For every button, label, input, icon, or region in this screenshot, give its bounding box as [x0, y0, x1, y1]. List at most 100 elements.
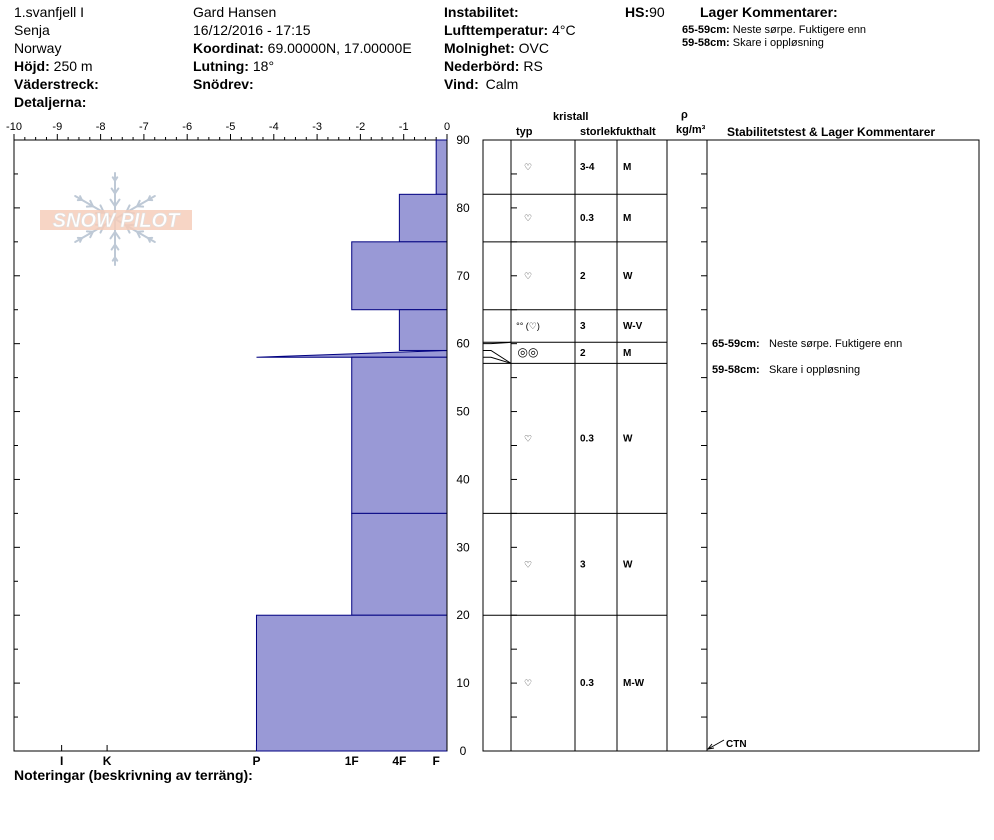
x-tick-label: -2 [356, 121, 366, 133]
layer-comments-title: Lager Kommentarer: [700, 4, 838, 20]
layer-connector [483, 349, 512, 364]
flake-branch [147, 237, 151, 243]
stability-marker-arrow [706, 743, 715, 750]
grain-symbol: ♡ [524, 162, 532, 172]
coordinates: Koordinat: 69.00000N, 17.00000E [193, 40, 412, 56]
flake-branch [109, 198, 116, 208]
hardness-label: F [433, 754, 440, 768]
col-header-density-unit: kg/m³ [676, 124, 706, 136]
y-tick-label: 80 [456, 201, 470, 215]
wind-label: Vind: [444, 76, 479, 92]
y-tick-label: 20 [456, 608, 470, 622]
x-tick-label: -3 [312, 121, 322, 133]
datetime: 16/12/2016 - 17:15 [193, 22, 311, 38]
slope-value: 18° [252, 58, 275, 74]
flake-branch [110, 243, 116, 251]
x-tick-label: -7 [139, 121, 149, 133]
hardness-label: K [103, 754, 112, 768]
x-tick-label: -6 [182, 121, 192, 133]
hardness-layer [398, 193, 448, 243]
wetness: W [623, 559, 633, 570]
coord-value: 69.00000N, 17.00000E [267, 40, 412, 56]
slope-label: Lutning: [193, 58, 249, 74]
sky-value: OVC [518, 40, 549, 56]
sky-cover: Molnighet: OVC [444, 40, 549, 56]
flake-branch [114, 230, 121, 240]
grain-symbol: °° (♡) [516, 321, 540, 331]
col-header-storlek: storlek [580, 126, 617, 138]
x-tick-label: -1 [399, 121, 409, 133]
y-tick-label: 60 [456, 337, 470, 351]
grain-size: 3-4 [580, 162, 595, 173]
hs-value: 90 [649, 4, 665, 20]
instability-label: Instabilitet: [444, 4, 519, 20]
stability-marker-line [707, 739, 725, 750]
grain-size: 0.3 [580, 433, 594, 444]
hardness-label: P [252, 754, 260, 768]
header-comment-text: Skare i oppløsning [732, 37, 824, 49]
header-comment-1: 65-59cm: Neste sørpe. Fuktigere enn [682, 24, 866, 37]
x-tick-label: -9 [52, 121, 62, 133]
hardness-layer [351, 512, 448, 616]
region: Senja [14, 22, 50, 38]
grain-symbol: ◎◎ [518, 345, 539, 359]
layer-connector [483, 356, 512, 364]
x-tick-label: -8 [96, 121, 106, 133]
hardness-profile [255, 139, 448, 752]
wetness: M [623, 162, 631, 173]
flake-branch [114, 187, 120, 195]
coord-label: Koordinat: [193, 40, 264, 56]
logo-text: SNOW PILOT [53, 210, 181, 232]
wetness: M [623, 213, 631, 224]
stability-test-label: CTN [726, 739, 747, 750]
hardness-label: I [60, 754, 63, 768]
flake-branch [111, 256, 116, 262]
layer-table-frame [482, 139, 980, 752]
flake-branch [114, 176, 119, 182]
grain-size: 3 [580, 559, 586, 570]
hardness-layer [255, 614, 448, 752]
col-header-kristall: kristall [553, 111, 589, 123]
sky-label: Molnighet: [444, 40, 515, 56]
wetness: W-V [623, 321, 643, 332]
y-tick-label: 30 [456, 540, 470, 554]
header-comment-text: Neste sørpe. Fuktigere enn [732, 24, 867, 36]
grain-symbol: ♡ [524, 271, 532, 281]
wind-value: Calm [485, 76, 519, 92]
grain-size: 3 [580, 321, 586, 332]
col-header-rho: ρ [681, 109, 688, 121]
precipitation: Nederbörd: RS [444, 58, 543, 74]
flake-branch [79, 195, 83, 201]
hs-label: HS: [625, 4, 650, 20]
header-comment-range: 65-59cm: [682, 24, 730, 36]
grain-symbol: ♡ [524, 559, 532, 569]
precip-label: Nederbörd: [444, 58, 520, 74]
col-header-stability: Stabilitetstest & Lager Kommentarer [727, 125, 936, 139]
flake-branch [109, 230, 116, 240]
grain-size: 0.3 [580, 678, 594, 689]
wetness: M-W [623, 678, 645, 689]
hardness-layer [351, 241, 448, 311]
notes-label: Noteringar (beskrivning av terräng): [14, 767, 253, 783]
hardness-layer [351, 356, 448, 514]
precip-value: RS [523, 58, 543, 74]
y-tick-label: 90 [456, 133, 470, 147]
layer-comment-range: 65-59cm: [712, 338, 760, 350]
y-tick-label: 10 [456, 676, 470, 690]
grain-symbol: ♡ [524, 213, 532, 223]
layer-comment-text: Neste sørpe. Fuktigere enn [769, 338, 902, 350]
x-tick-label: -10 [6, 121, 22, 133]
header-comment-2: 59-58cm: Skare i oppløsning [682, 37, 824, 50]
wetness: W [623, 433, 633, 444]
elevation: Höjd: 250 m [14, 58, 93, 74]
y-tick-label: 70 [456, 269, 470, 283]
details-label: Detaljerna: [14, 94, 87, 110]
grain-size: 0.3 [580, 213, 594, 224]
grain-size: 2 [580, 271, 586, 282]
site-name: 1.svanfjell I [14, 4, 85, 20]
layer-comment-range: 59-58cm: [712, 364, 760, 376]
elevation-value: 250 m [53, 58, 93, 74]
x-tick-label: -5 [226, 121, 236, 133]
hardness-layer [435, 139, 448, 195]
